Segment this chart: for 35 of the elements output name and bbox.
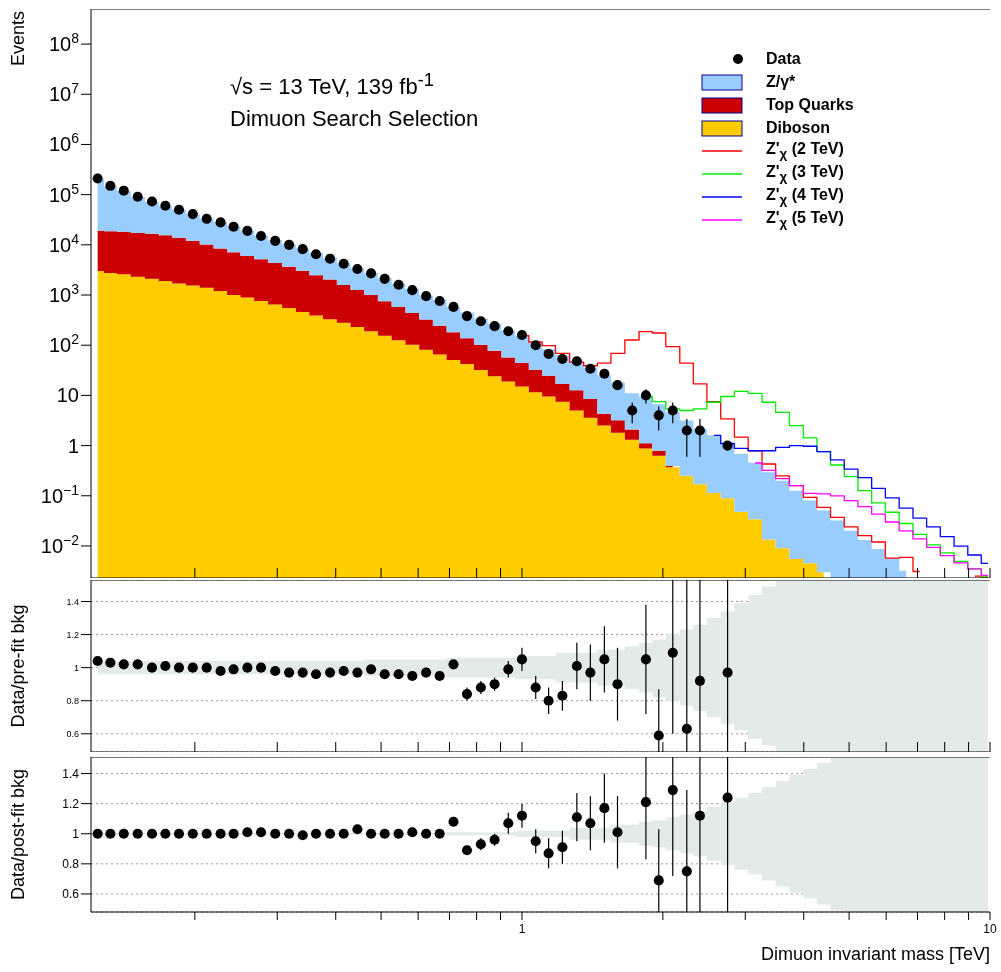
- legend-label: Z'$_{χ}$ (4 TeV): [766, 185, 844, 208]
- y-tick-label: 10$^{2}$: [48, 331, 80, 357]
- y-tick-label: 0.8: [66, 695, 79, 706]
- y-tick-label: 1: [67, 434, 79, 457]
- y-axis-title: Data/post-fit bkg: [8, 768, 28, 901]
- y-axis-title: Data/pre-fit bkg: [8, 604, 28, 728]
- y-tick-label: 0.6: [66, 728, 79, 739]
- y-tick-label: 10$^{4}$: [48, 230, 80, 256]
- y-tick-label: 10$^{3}$: [48, 281, 80, 307]
- legend-label: Z'$_{χ}$ (2 TeV): [766, 139, 844, 162]
- legend-label: Diboson: [766, 118, 830, 137]
- y-tick-label: 10$^{−2}$: [40, 531, 80, 557]
- y-tick-label: 0.8: [62, 857, 80, 872]
- y-tick-label: 10$^{8}$: [48, 30, 80, 56]
- legend-label: Z/γ*: [766, 72, 796, 91]
- y-tick-label: 1.4: [62, 766, 80, 781]
- annotation: √s = 13 TeV, 139 fb$^{-1}$: [230, 69, 434, 101]
- y-tick-label: 1.2: [66, 629, 79, 640]
- annotation: Dimuon Search Selection: [230, 106, 479, 132]
- x-axis-title: Dimuon invariant mass [TeV]: [760, 944, 990, 965]
- y-tick-label: 1.2: [62, 796, 80, 811]
- y-tick-label: 1: [73, 662, 79, 673]
- y-tick-label: 10$^{−1}$: [40, 481, 80, 507]
- legend-label: Z'$_{χ}$ (3 TeV): [766, 162, 844, 185]
- y-tick-label: 10$^{7}$: [48, 80, 80, 106]
- legend-label: Top Quarks: [766, 95, 854, 114]
- y-tick-label: 1: [72, 826, 80, 841]
- legend-label: Data: [766, 49, 801, 68]
- y-tick-label: 10$^{5}$: [48, 180, 80, 206]
- y-tick-label: 0.6: [62, 887, 80, 902]
- y-tick-label: 10$^{6}$: [48, 130, 80, 156]
- y-axis-title: Events: [8, 11, 28, 67]
- legend-label: Z'$_{χ}$ (5 TeV): [766, 208, 844, 231]
- y-tick-label: 1.4: [66, 596, 79, 607]
- y-tick-label: 10: [56, 384, 79, 407]
